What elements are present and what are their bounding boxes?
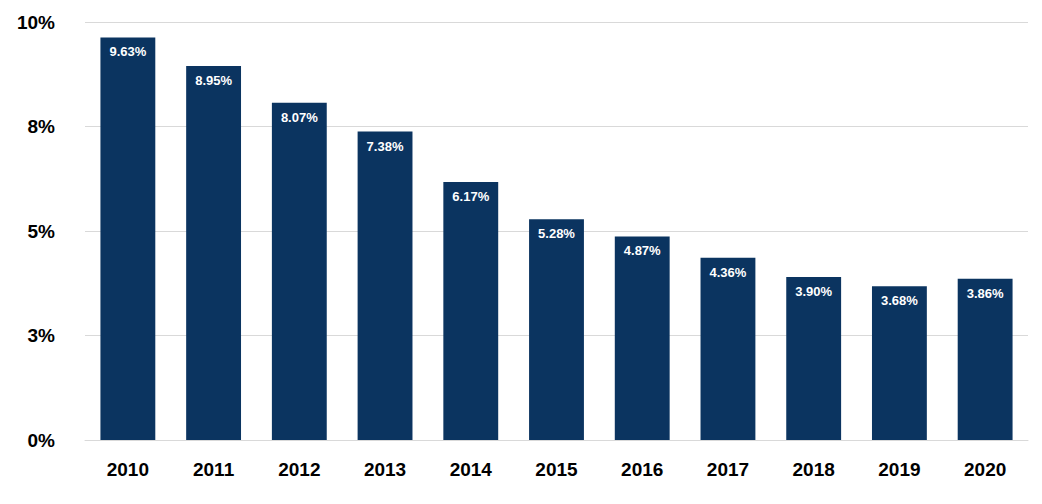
svg-text:10%: 10% [17, 12, 55, 33]
svg-text:2017: 2017 [707, 459, 749, 480]
svg-text:3.68%: 3.68% [881, 293, 918, 308]
svg-text:8.95%: 8.95% [195, 73, 232, 88]
svg-text:2015: 2015 [535, 459, 578, 480]
svg-text:2013: 2013 [364, 459, 406, 480]
svg-text:2020: 2020 [964, 459, 1006, 480]
svg-text:2016: 2016 [621, 459, 663, 480]
svg-text:2014: 2014 [450, 459, 493, 480]
svg-text:2018: 2018 [793, 459, 835, 480]
svg-text:5%: 5% [28, 221, 56, 242]
svg-text:4.87%: 4.87% [624, 243, 661, 258]
svg-text:3.86%: 3.86% [967, 286, 1004, 301]
svg-text:9.63%: 9.63% [109, 44, 146, 59]
svg-text:2010: 2010 [107, 459, 149, 480]
svg-text:6.17%: 6.17% [452, 189, 489, 204]
svg-text:5.28%: 5.28% [538, 226, 575, 241]
svg-text:3.90%: 3.90% [795, 284, 832, 299]
svg-text:8%: 8% [28, 116, 56, 137]
svg-text:8.07%: 8.07% [281, 110, 318, 125]
svg-text:2019: 2019 [878, 459, 920, 480]
svg-text:0%: 0% [28, 430, 56, 451]
svg-text:7.38%: 7.38% [367, 139, 404, 154]
svg-text:4.36%: 4.36% [710, 265, 747, 280]
svg-text:2012: 2012 [278, 459, 320, 480]
svg-text:2011: 2011 [193, 459, 235, 480]
svg-text:3%: 3% [28, 325, 56, 346]
